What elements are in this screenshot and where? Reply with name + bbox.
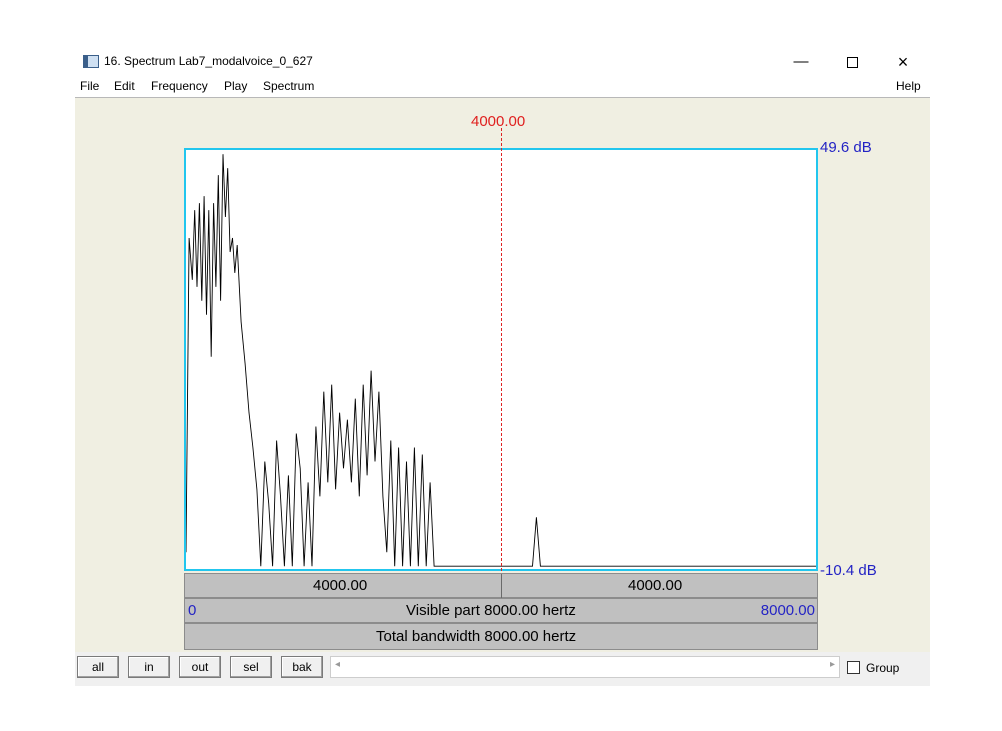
total-bandwidth-bar[interactable]: Total bandwidth 8000.00 hertz [184,623,818,650]
scroll-left-icon[interactable]: ◂ [335,659,341,670]
spectrum-window: 16. Spectrum Lab7_modalvoice_0_627 — × F… [75,48,930,686]
visible-start-label: 0 [188,602,197,619]
menu-help[interactable]: Help [896,79,921,93]
spectrum-curve [186,154,816,567]
half-selection-bar[interactable]: 4000.00 4000.00 [184,573,818,598]
menu-edit[interactable]: Edit [114,79,135,93]
group-label: Group [866,661,900,675]
scroll-right-icon[interactable]: ▸ [829,659,835,670]
cursor-line-overlay [501,148,502,571]
zoom-in-button[interactable]: in [128,656,170,678]
horizontal-scrollbar[interactable]: ◂ ▸ [330,656,840,678]
spectrum-area: 4000.00 49.6 dB -10.4 dB 4000.00 4000.00… [75,98,930,652]
visible-end-label: 8000.00 [760,602,815,619]
zoom-all-button[interactable]: all [77,656,119,678]
app-icon [83,55,99,68]
total-bandwidth-label: Total bandwidth 8000.00 hertz [376,628,577,645]
zoom-back-button[interactable]: bak [281,656,323,678]
db-min-label: -10.4 dB [820,562,877,579]
cursor-frequency-label: 4000.00 [471,113,526,130]
minimize-button[interactable]: — [793,53,809,70]
bottom-toolbar: all in out sel bak ◂ ▸ Group [75,652,930,686]
zoom-selection-button[interactable]: sel [230,656,272,678]
title-bar[interactable]: 16. Spectrum Lab7_modalvoice_0_627 — × [75,48,930,76]
menu-frequency[interactable]: Frequency [151,79,208,93]
maximize-icon [846,56,858,68]
maximize-button[interactable] [829,48,875,76]
menu-file[interactable]: File [80,79,100,93]
db-max-label: 49.6 dB [820,139,872,156]
close-button[interactable]: × [897,52,909,72]
scroll-thumb[interactable] [347,658,823,676]
zoom-out-button[interactable]: out [179,656,221,678]
visible-part-bar[interactable]: 0 Visible part 8000.00 hertz 8000.00 [184,598,818,623]
spectrum-chart [186,154,816,567]
group-checkbox[interactable] [847,661,860,674]
window-title: 16. Spectrum Lab7_modalvoice_0_627 [104,54,313,68]
menu-play[interactable]: Play [224,79,248,93]
menu-spectrum[interactable]: Spectrum [263,79,315,93]
right-half-label: 4000.00 [628,577,683,594]
bar-divider [501,574,502,598]
menu-bar: File Edit Frequency Play Spectrum Help [75,76,930,98]
visible-part-label: Visible part 8000.00 hertz [406,602,576,619]
left-half-label: 4000.00 [313,577,368,594]
